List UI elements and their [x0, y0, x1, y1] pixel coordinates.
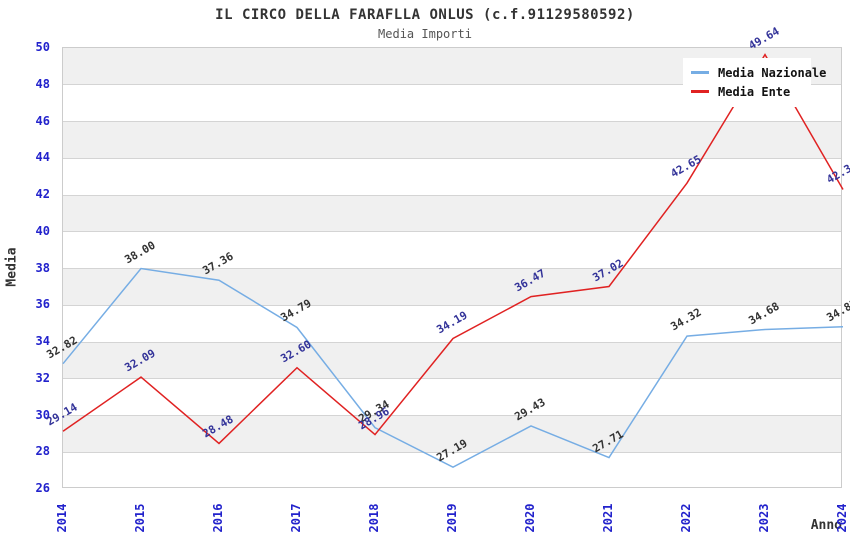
series-lines	[62, 53, 844, 468]
y-tick-label: 40	[35, 223, 50, 238]
plot-area	[62, 47, 844, 488]
y-tick-label: 50	[35, 40, 50, 54]
x-tick-label: 2024	[835, 503, 849, 533]
grid-line	[63, 194, 841, 196]
x-tick-label: 2019	[445, 503, 459, 533]
series-line-media-ente	[62, 53, 844, 445]
y-tick-label: 30	[35, 407, 50, 422]
y-tick-label: 42	[35, 187, 50, 201]
chart-title: IL CIRCO DELLA FARAFLLA ONLUS (c.f.91129…	[215, 7, 635, 23]
grid-line	[63, 121, 841, 122]
y-tick-label: 36	[35, 297, 50, 312]
y-tick-label: 46	[35, 113, 50, 128]
x-tick-label: 2017	[289, 503, 303, 533]
y-tick-label: 32	[35, 370, 50, 385]
grid-line	[63, 157, 841, 159]
legend-item: Media Ente	[691, 82, 805, 101]
y-tick-label: 28	[35, 444, 50, 459]
y-tick-label: 34	[35, 334, 50, 348]
grid-line	[63, 268, 841, 269]
grid-line	[63, 84, 841, 86]
x-tick-label: 2016	[211, 503, 225, 533]
x-tick-label: 2014	[55, 503, 69, 533]
x-tick-label: 2021	[601, 503, 615, 533]
grid-line	[63, 378, 841, 380]
legend-label: Media Ente	[718, 84, 791, 99]
x-tick-label: 2018	[367, 503, 381, 533]
chart-subtitle: Media Importi	[378, 27, 472, 41]
x-tick-label: 2020	[523, 503, 537, 533]
y-tick-label: 48	[35, 76, 50, 91]
legend-item: Media Nazionale	[691, 63, 826, 82]
x-axis-title: Anno	[810, 518, 842, 533]
y-tick-label: 26	[35, 481, 50, 495]
legend-line-swatch	[691, 90, 709, 93]
grid-line	[63, 451, 841, 453]
grid-line	[63, 341, 841, 343]
series-line-media-nazionale	[62, 267, 844, 468]
legend-line-swatch	[691, 71, 709, 74]
x-tick-label: 2022	[679, 503, 693, 533]
y-tick-label: 38	[35, 260, 50, 275]
legend: Media Nazionale Media Ente	[683, 58, 826, 107]
grid-line	[63, 231, 841, 233]
x-tick-label: 2015	[133, 503, 147, 533]
y-tick-label: 44	[35, 150, 50, 165]
grid-line	[63, 415, 841, 416]
x-tick-label: 2023	[757, 503, 771, 533]
legend-label: Media Nazionale	[718, 65, 827, 80]
grid-line	[63, 304, 841, 306]
